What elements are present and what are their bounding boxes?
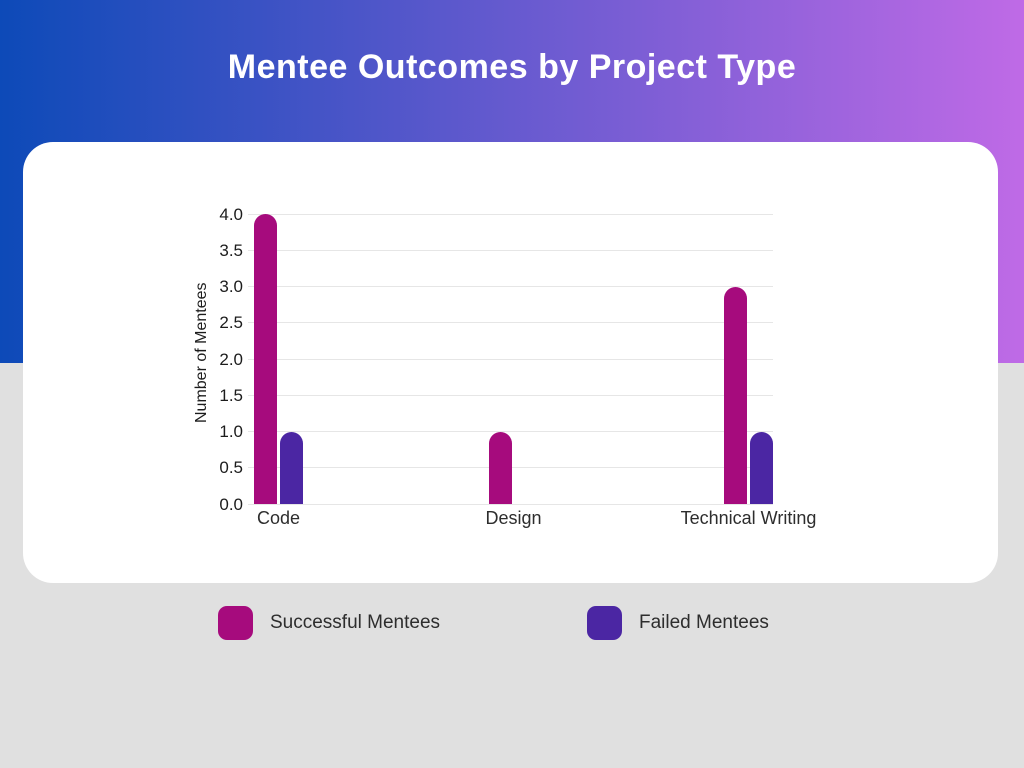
x-category-label: Technical Writing — [680, 508, 817, 528]
y-tick-label: 2.5 — [219, 313, 243, 333]
y-tick-label: 0.0 — [219, 494, 243, 514]
gridline — [248, 286, 773, 287]
gridline — [248, 213, 773, 215]
y-tick-label: 3.0 — [219, 277, 243, 296]
bar-design-successful — [489, 431, 512, 504]
legend-item: Successful Mentees — [218, 606, 440, 640]
bar-technical-writing-successful — [724, 286, 747, 504]
y-tick-label: 0.5 — [219, 458, 243, 478]
legend-swatch — [218, 606, 253, 640]
gridline — [248, 322, 773, 324]
x-category-label: Design — [485, 508, 542, 528]
gridline — [248, 503, 773, 505]
legend-label: Successful Mentees — [270, 612, 441, 633]
legend-label: Failed Mentees — [639, 612, 769, 633]
y-tick-label: 2.0 — [219, 349, 243, 369]
y-tick-label: 1.5 — [219, 385, 243, 405]
y-tick-label: 4.0 — [219, 204, 243, 224]
legend-item: Failed Mentees — [587, 606, 769, 640]
page-title: Mentee Outcomes by Project Type — [227, 48, 797, 86]
bar-technical-writing-failed — [750, 431, 773, 504]
gridline — [248, 431, 773, 432]
bar-code-failed — [280, 431, 303, 504]
y-tick-label: 3.5 — [219, 240, 243, 260]
chart-card: Number of Mentees 0.0 0.5 1.0 1.5 2.0 2.5 3.0 3… — [23, 142, 998, 583]
plot-area — [248, 213, 773, 505]
gridline — [248, 394, 773, 396]
x-category-label: Code — [256, 508, 301, 528]
bar-code-successful — [254, 214, 277, 504]
legend-swatch — [587, 606, 622, 640]
y-tick-label: 1.0 — [219, 422, 243, 441]
gridline — [248, 358, 773, 360]
gridline — [248, 249, 773, 251]
